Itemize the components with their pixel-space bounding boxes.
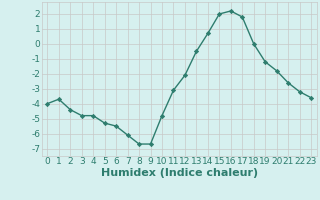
- X-axis label: Humidex (Indice chaleur): Humidex (Indice chaleur): [100, 168, 258, 178]
